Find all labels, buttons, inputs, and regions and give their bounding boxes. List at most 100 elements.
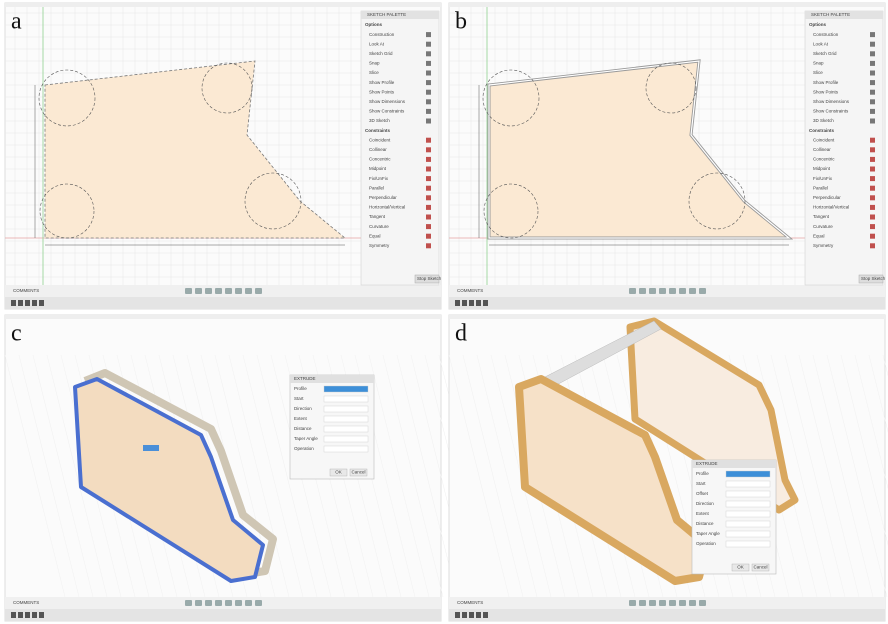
palette-icon[interactable] — [426, 234, 431, 239]
palette-icon[interactable] — [426, 71, 431, 76]
dialog-field[interactable] — [324, 416, 368, 422]
palette-icon[interactable] — [870, 109, 875, 114]
palette-icon[interactable] — [426, 99, 431, 104]
palette-icon[interactable] — [426, 157, 431, 162]
view-tool[interactable] — [659, 600, 666, 606]
palette-icon[interactable] — [426, 147, 431, 152]
view-tool[interactable] — [679, 600, 686, 606]
palette-icon[interactable] — [426, 195, 431, 200]
dialog-field[interactable] — [726, 531, 770, 537]
dialog-field[interactable] — [726, 471, 770, 477]
dialog-field[interactable] — [726, 481, 770, 487]
dialog-field[interactable] — [726, 541, 770, 547]
palette-icon[interactable] — [426, 42, 431, 47]
palette-icon[interactable] — [426, 215, 431, 220]
dialog-field[interactable] — [726, 511, 770, 517]
view-tool[interactable] — [639, 600, 646, 606]
timeline-button[interactable] — [455, 300, 460, 306]
view-tool[interactable] — [255, 288, 262, 294]
timeline-button[interactable] — [32, 300, 37, 306]
view-tool[interactable] — [245, 600, 252, 606]
palette-icon[interactable] — [426, 243, 431, 248]
palette-icon[interactable] — [870, 195, 875, 200]
timeline-button[interactable] — [476, 300, 481, 306]
view-tool[interactable] — [649, 288, 656, 294]
timeline-button[interactable] — [39, 300, 44, 306]
timeline-button[interactable] — [476, 612, 481, 618]
palette-icon[interactable] — [426, 224, 431, 229]
palette-icon[interactable] — [426, 51, 431, 56]
palette-icon[interactable] — [426, 176, 431, 181]
dialog-field[interactable] — [726, 501, 770, 507]
palette-icon[interactable] — [870, 32, 875, 37]
timeline-button[interactable] — [25, 300, 30, 306]
palette-icon[interactable] — [426, 80, 431, 85]
palette-icon[interactable] — [426, 167, 431, 172]
dialog-field[interactable] — [324, 436, 368, 442]
palette-icon[interactable] — [870, 119, 875, 124]
palette-icon[interactable] — [870, 157, 875, 162]
timeline-button[interactable] — [469, 300, 474, 306]
timeline-button[interactable] — [11, 612, 16, 618]
view-tool[interactable] — [205, 288, 212, 294]
view-tool[interactable] — [255, 600, 262, 606]
timeline-button[interactable] — [11, 300, 16, 306]
palette-icon[interactable] — [870, 42, 875, 47]
view-tool[interactable] — [215, 600, 222, 606]
view-tool[interactable] — [185, 288, 192, 294]
palette-icon[interactable] — [870, 234, 875, 239]
palette-icon[interactable] — [870, 205, 875, 210]
timeline-button[interactable] — [483, 300, 488, 306]
dialog-field[interactable] — [726, 521, 770, 527]
view-tool[interactable] — [689, 288, 696, 294]
view-tool[interactable] — [225, 288, 232, 294]
palette-icon[interactable] — [426, 186, 431, 191]
view-tool[interactable] — [195, 600, 202, 606]
distance-input[interactable] — [143, 445, 159, 451]
view-tool[interactable] — [205, 600, 212, 606]
palette-icon[interactable] — [870, 243, 875, 248]
view-tool[interactable] — [185, 600, 192, 606]
palette-icon[interactable] — [426, 90, 431, 95]
view-tool[interactable] — [215, 288, 222, 294]
palette-icon[interactable] — [426, 119, 431, 124]
palette-icon[interactable] — [870, 80, 875, 85]
view-tool[interactable] — [649, 600, 656, 606]
palette-icon[interactable] — [870, 167, 875, 172]
dialog-field[interactable] — [324, 446, 368, 452]
palette-icon[interactable] — [870, 71, 875, 76]
palette-icon[interactable] — [426, 138, 431, 143]
view-tool[interactable] — [225, 600, 232, 606]
timeline-button[interactable] — [18, 612, 23, 618]
dialog-field[interactable] — [324, 406, 368, 412]
palette-icon[interactable] — [870, 99, 875, 104]
timeline-button[interactable] — [39, 612, 44, 618]
timeline-button[interactable] — [483, 612, 488, 618]
palette-icon[interactable] — [426, 32, 431, 37]
timeline-button[interactable] — [455, 612, 460, 618]
palette-icon[interactable] — [870, 90, 875, 95]
view-tool[interactable] — [629, 288, 636, 294]
timeline-button[interactable] — [32, 612, 37, 618]
palette-icon[interactable] — [426, 205, 431, 210]
view-tool[interactable] — [679, 288, 686, 294]
view-tool[interactable] — [699, 600, 706, 606]
view-tool[interactable] — [235, 600, 242, 606]
view-tool[interactable] — [195, 288, 202, 294]
dialog-field[interactable] — [324, 426, 368, 432]
view-tool[interactable] — [669, 288, 676, 294]
dialog-field[interactable] — [324, 386, 368, 392]
palette-icon[interactable] — [426, 109, 431, 114]
palette-icon[interactable] — [870, 186, 875, 191]
palette-icon[interactable] — [870, 51, 875, 56]
palette-icon[interactable] — [870, 215, 875, 220]
dialog-field[interactable] — [726, 491, 770, 497]
view-tool[interactable] — [639, 288, 646, 294]
dialog-field[interactable] — [324, 396, 368, 402]
view-tool[interactable] — [245, 288, 252, 294]
view-tool[interactable] — [669, 600, 676, 606]
view-tool[interactable] — [235, 288, 242, 294]
view-tool[interactable] — [629, 600, 636, 606]
timeline-button[interactable] — [462, 300, 467, 306]
view-tool[interactable] — [689, 600, 696, 606]
